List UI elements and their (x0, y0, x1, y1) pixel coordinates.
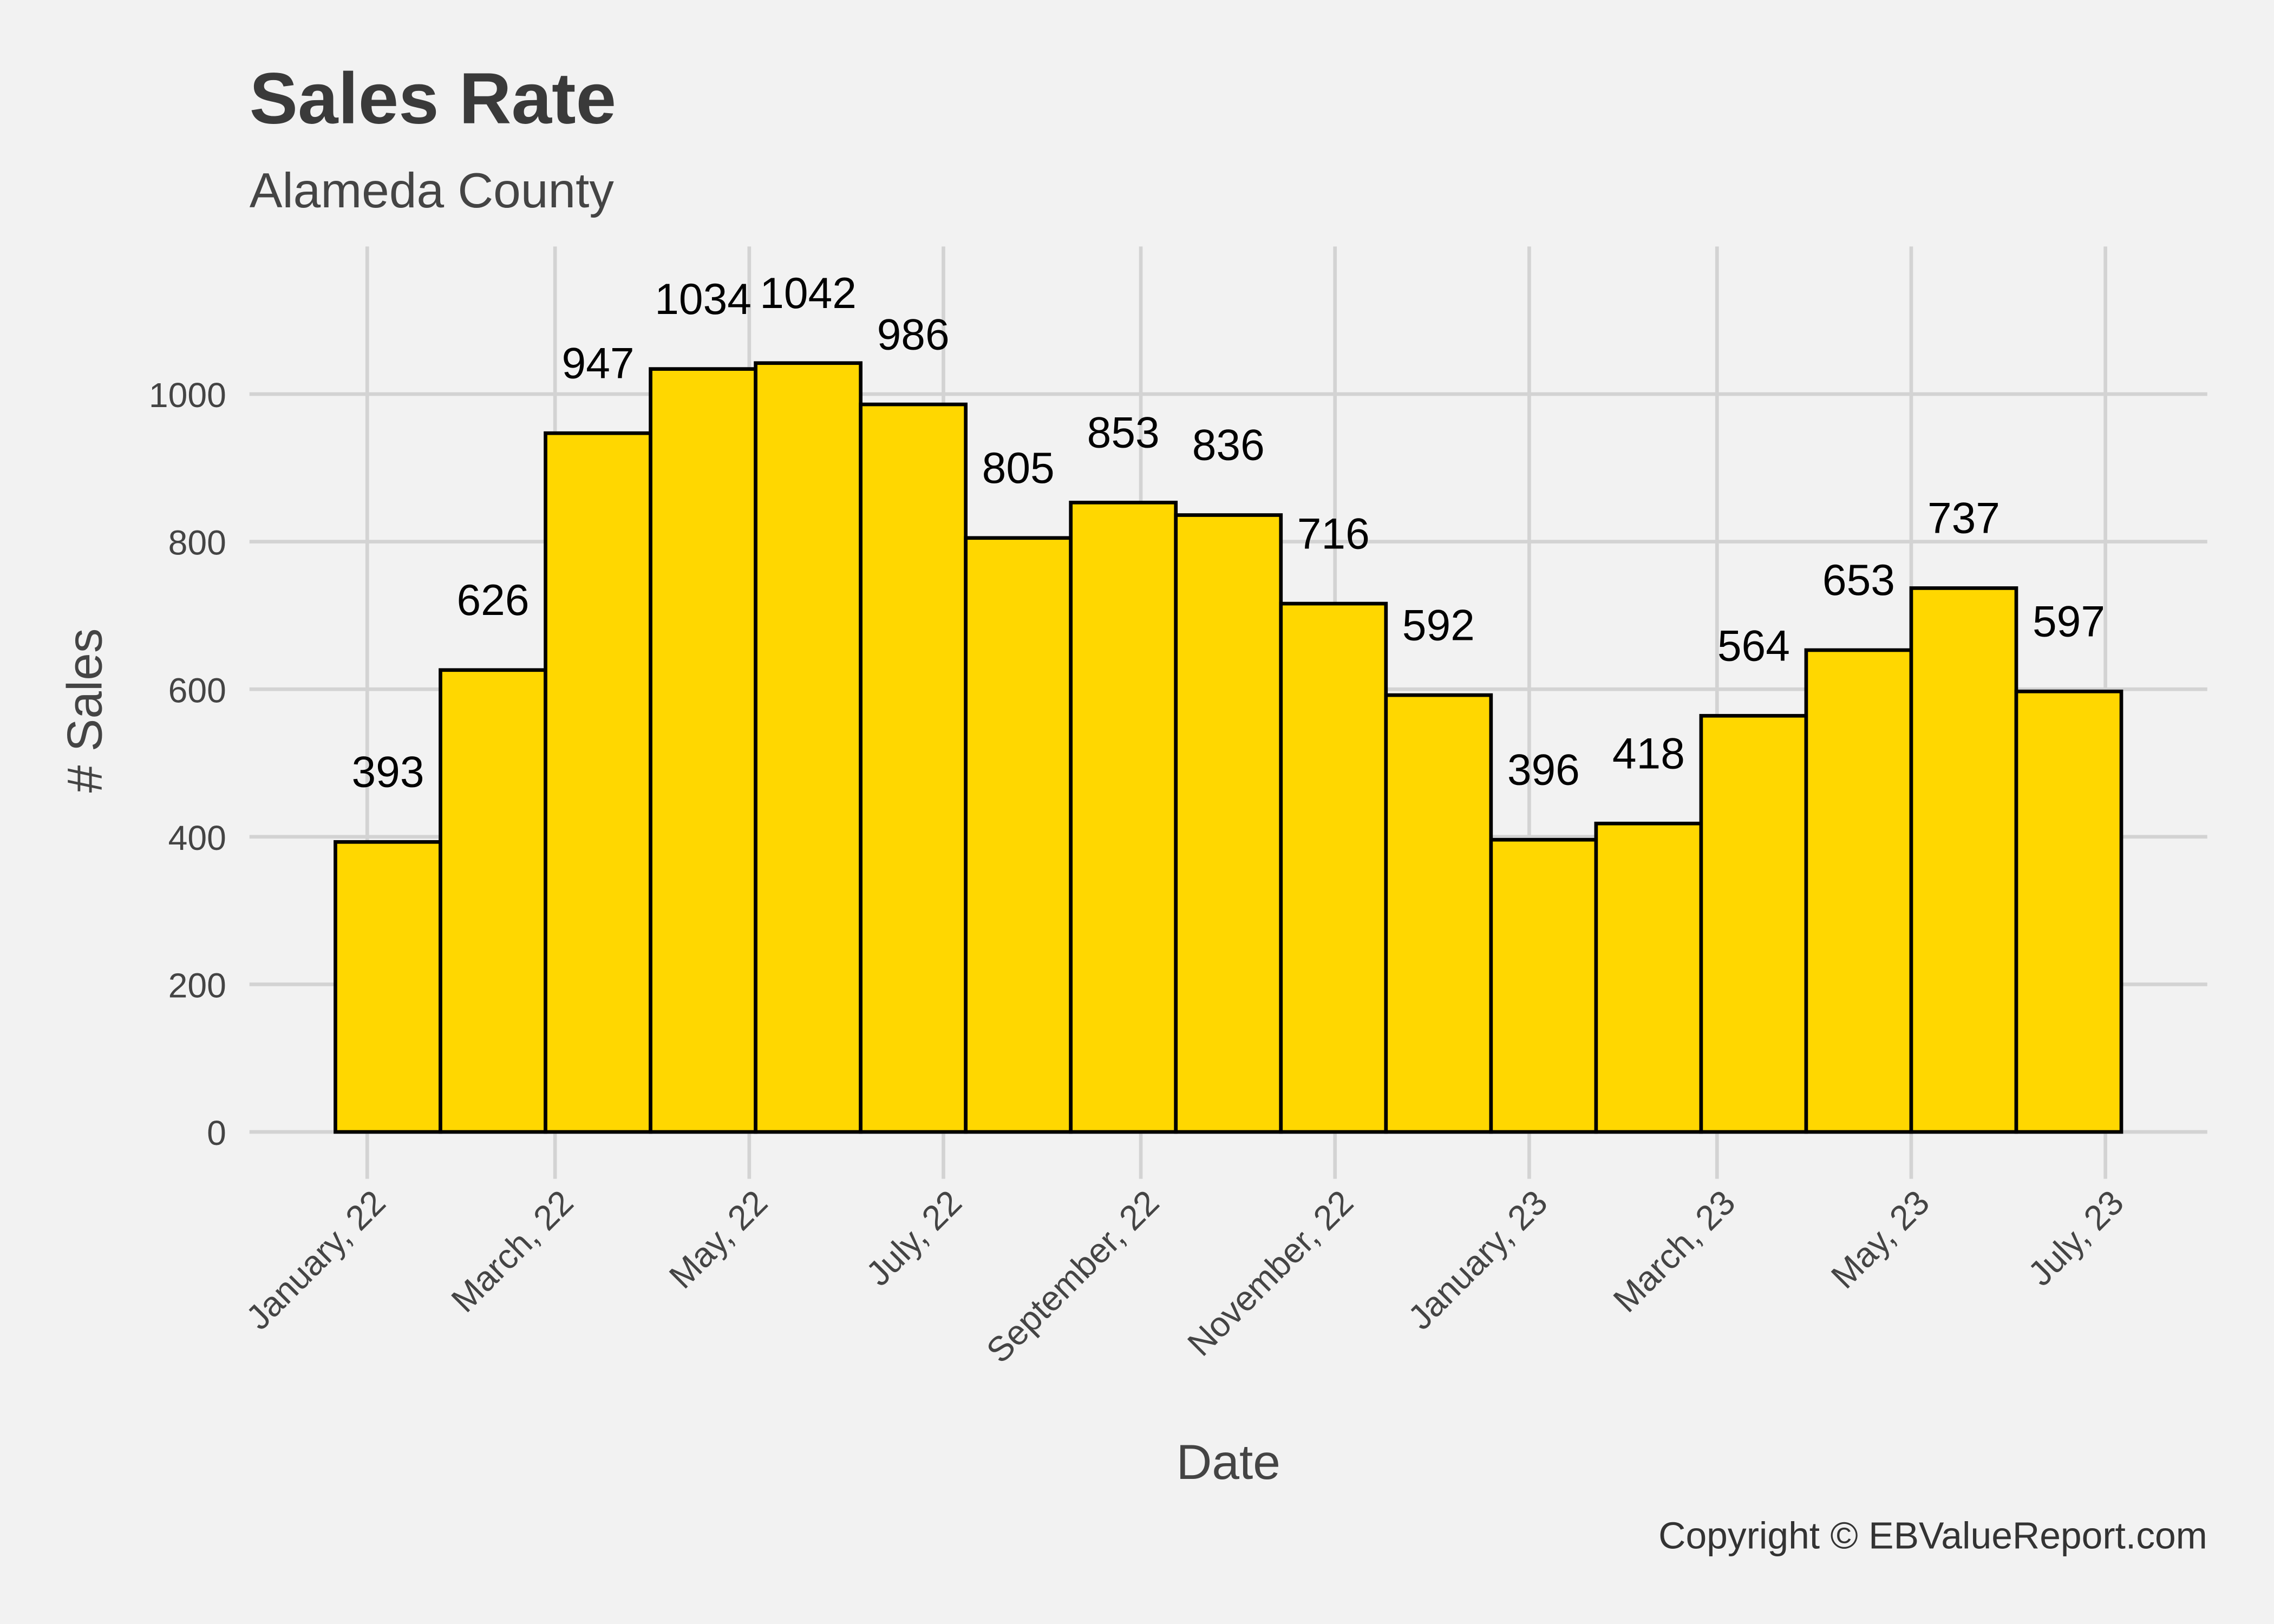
data-label: 947 (562, 339, 635, 388)
data-label: 805 (982, 444, 1055, 493)
caption: Copyright © EBValueReport.com (1658, 1515, 2207, 1557)
data-label: 597 (2033, 597, 2105, 646)
data-label: 653 (1822, 556, 1895, 605)
data-label: 836 (1192, 421, 1265, 470)
data-label: 737 (1927, 494, 2000, 543)
x-axis-label: Date (1177, 1435, 1280, 1490)
bar (649, 367, 757, 1134)
bar (1804, 648, 1913, 1134)
bar (1909, 586, 2018, 1134)
bar (334, 840, 442, 1134)
bar (754, 361, 862, 1134)
bar (1699, 713, 1808, 1134)
y-tick-label: 400 (168, 818, 226, 857)
y-tick-label: 0 (207, 1114, 226, 1152)
bar (964, 536, 1073, 1134)
bar (1489, 837, 1598, 1134)
data-label: 1034 (655, 275, 752, 324)
y-tick-label: 1000 (149, 376, 226, 415)
data-label: 396 (1507, 745, 1580, 794)
data-label: 418 (1612, 729, 1685, 778)
bar (1279, 601, 1388, 1134)
bar (1384, 693, 1493, 1134)
chart-title: Sales Rate (250, 58, 616, 139)
y-tick-label: 200 (168, 966, 226, 1005)
data-label: 393 (351, 748, 424, 797)
bar (439, 668, 547, 1134)
y-axis-label: # Sales (58, 628, 113, 793)
bar (2014, 689, 2123, 1134)
chart-subtitle: Alameda County (250, 163, 615, 218)
bar (544, 431, 652, 1134)
bar (859, 402, 968, 1134)
data-label: 716 (1297, 509, 1370, 558)
bar (1174, 513, 1283, 1134)
bar (1069, 500, 1178, 1134)
data-label: 986 (877, 310, 950, 359)
data-label: 1042 (760, 269, 857, 318)
data-label: 564 (1717, 621, 1790, 670)
y-tick-label: 600 (168, 671, 226, 710)
bar (1594, 821, 1703, 1134)
data-label: 853 (1087, 409, 1160, 457)
data-label: 592 (1402, 601, 1475, 650)
data-label: 626 (456, 576, 529, 625)
y-tick-label: 800 (168, 523, 226, 562)
